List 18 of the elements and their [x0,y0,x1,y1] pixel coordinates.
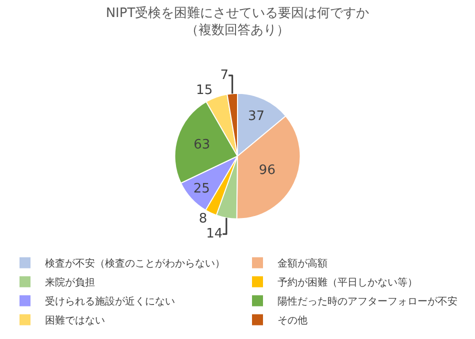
legend-label: 予約が困難（平日しかない等） [278,276,418,289]
legend-label: 困難ではない [45,314,105,327]
data-label: 96 [258,162,276,178]
data-label: 7 [220,68,229,83]
legend-label: 検査が不安（検査のことがわからない） [45,258,225,270]
legend-label: 陽性だった時のアフターフォローが不安 [278,296,458,308]
legend-label: その他 [278,314,308,327]
data-label: 14 [206,226,223,242]
chart-subtitle: （複数回答あり） [186,22,290,38]
data-label: 25 [193,181,210,196]
legend-label: 来院が負担 [45,276,95,289]
data-label: 37 [248,108,264,124]
legend-label: 金額が高額 [278,258,328,270]
chart-title: NIPT受検を困難にさせている要因は何ですか [106,6,370,21]
data-label: 15 [196,82,213,98]
data-label: 63 [194,138,210,153]
legend-label: 受けられる施設が近くにない [45,296,175,308]
data-label: 8 [198,212,208,227]
